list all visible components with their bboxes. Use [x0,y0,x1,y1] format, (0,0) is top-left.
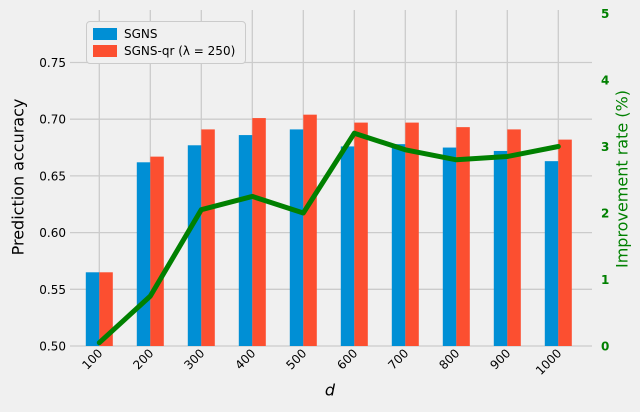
x-tick-800: 800 [436,346,462,372]
legend-swatch-sgns-qr-icon [93,45,117,57]
left-axis-title: Prediction accuracy [8,98,28,256]
bar-sgns-qr-100 [99,272,113,346]
x-tick-1000: 1000 [533,346,564,377]
legend-label-sgns-qr: SGNS-qr (λ = 250) [124,44,236,58]
x-tick-400: 400 [232,346,258,372]
bar-sgns-500 [289,129,304,346]
bar-sgns-200 [136,162,151,346]
bar-sgns-400 [238,135,253,346]
legend-item-sgns: SGNS [93,27,235,41]
bar-sgns-300 [187,145,202,346]
x-tick-500: 500 [283,346,309,372]
left-tick-0.60: 0.60 [39,226,66,240]
x-tick-100: 100 [79,346,105,372]
x-tick-300: 300 [181,346,207,372]
x-tick-600: 600 [334,346,360,372]
legend-swatch-sgns-icon [93,28,117,40]
x-axis-title: d [324,380,336,400]
right-tick-1: 1 [601,273,609,287]
bar-sgns-qr-400 [252,118,266,346]
right-tick-3: 3 [601,140,609,154]
bar-sgns-900 [493,150,508,346]
legend-item-sgns-qr: SGNS-qr (λ = 250) [93,44,235,58]
right-tick-4: 4 [601,74,609,88]
right-axis-title: Improvement rate (%) [612,90,632,268]
left-tick-0.50: 0.50 [39,340,66,354]
right-tick-2: 2 [601,207,609,221]
bar-sgns-700 [391,144,406,346]
bar-sgns-qr-900 [507,129,521,346]
x-tick-200: 200 [130,346,156,372]
bar-sgns-qr-300 [201,129,215,346]
left-tick-0.75: 0.75 [39,56,66,70]
bar-sgns-800 [442,147,457,346]
legend-label-sgns: SGNS [124,27,158,41]
left-tick-0.70: 0.70 [39,113,66,127]
bar-sgns-qr-600 [354,122,368,346]
x-tick-900: 900 [487,346,513,372]
left-tick-0.65: 0.65 [39,169,66,183]
bar-sgns-1000 [544,161,559,346]
bar-sgns-qr-800 [456,127,470,346]
improvement-rate-line [96,130,561,346]
bar-sgns-100 [85,272,100,346]
x-tick-700: 700 [385,346,411,372]
bar-sgns-qr-500 [303,114,317,346]
bar-sgns-qr-700 [405,122,419,346]
bar-sgns-qr-200 [150,156,164,346]
bar-sgns-600 [340,146,355,346]
bar-sgns-qr-1000 [558,139,572,346]
left-tick-0.55: 0.55 [39,283,66,297]
legend: SGNS SGNS-qr (λ = 250) [86,21,247,64]
right-tick-5: 5 [601,7,609,21]
right-tick-0: 0 [601,340,609,354]
